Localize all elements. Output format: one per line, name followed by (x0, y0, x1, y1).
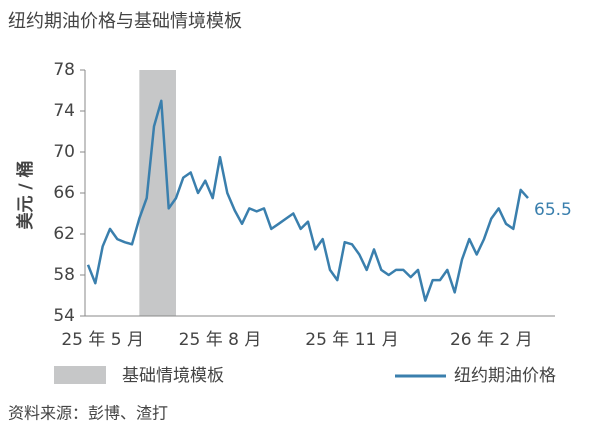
legend-label: 纽约期油价格 (454, 366, 556, 386)
y-tick-label: 62 (53, 224, 75, 244)
legend-label: 基础情境模板 (122, 366, 224, 386)
y-tick-label: 70 (53, 142, 75, 162)
price-line (86, 99, 529, 302)
y-tick-label: 78 (53, 60, 75, 80)
y-tick-label: 58 (53, 265, 75, 285)
y-tick-label: 66 (53, 183, 75, 203)
legend-swatch (54, 366, 106, 384)
y-tick-label: 54 (53, 306, 75, 326)
x-tick-label: 25 年 11 月 (305, 330, 398, 350)
x-tick-label: 25 年 8 月 (179, 330, 262, 350)
source-note: 资料来源：彭博、渣打 (8, 404, 168, 423)
highlight-band (139, 70, 176, 316)
y-axis-label: 美元 / 桶 (15, 160, 36, 229)
chart-title: 纽约期油价格与基础情境模板 (8, 11, 242, 32)
x-tick-label: 26 年 2 月 (450, 330, 533, 350)
y-tick-label: 74 (53, 101, 75, 121)
end-value-label: 65.5 (534, 200, 572, 220)
x-tick-label: 25 年 5 月 (61, 330, 144, 350)
